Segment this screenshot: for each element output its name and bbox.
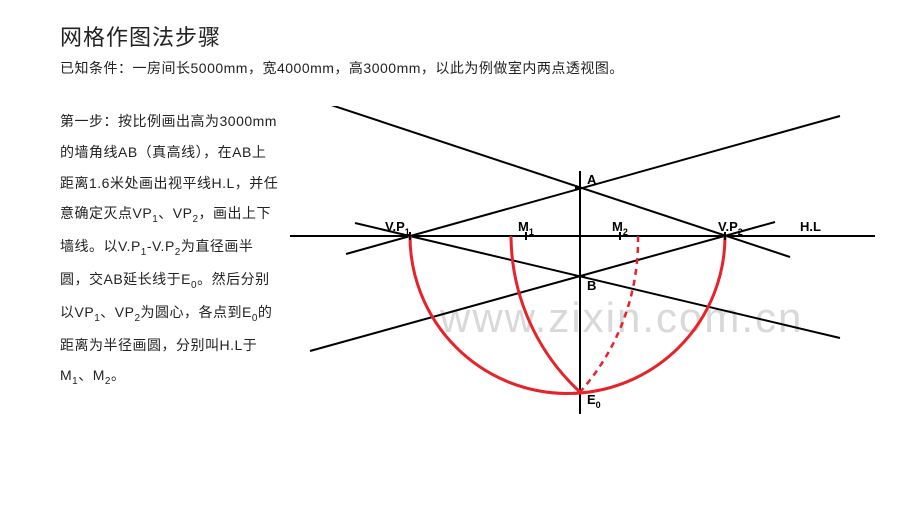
label-e0: E0: [587, 392, 601, 410]
label-a: A: [587, 172, 597, 187]
page: 网格作图法步骤 已知条件：一房间长5000mm，宽4000mm，高3000mm，…: [0, 0, 920, 518]
arc-vp1-e0: [580, 236, 638, 392]
semicircle-vp1vp2: [410, 236, 725, 394]
lower-line-vp2: [310, 222, 775, 351]
step-text: 第一步：按比例画出高为3000mm的墙角线AB（真高线），在AB上距离1.6米处…: [60, 106, 280, 393]
content-row: 第一步：按比例画出高为3000mm的墙角线AB（真高线），在AB上距离1.6米处…: [60, 106, 886, 393]
label-vp1: V.P1: [385, 219, 410, 237]
label-hl: H.L: [800, 219, 821, 234]
lower-line-vp1: [355, 223, 840, 338]
diagram-area: www.zixin.com.cn: [280, 106, 886, 393]
label-b: B: [587, 278, 596, 293]
upper-line-vp2: [310, 106, 790, 257]
page-title: 网格作图法步骤: [60, 20, 886, 52]
arc-vp2-e0: [511, 236, 580, 392]
perspective-diagram: A B E0 V.P1 V.P2 M1 M2 H.L: [280, 106, 880, 518]
page-subtitle: 已知条件：一房间长5000mm，宽4000mm，高3000mm，以此为例做室内两…: [60, 58, 886, 78]
